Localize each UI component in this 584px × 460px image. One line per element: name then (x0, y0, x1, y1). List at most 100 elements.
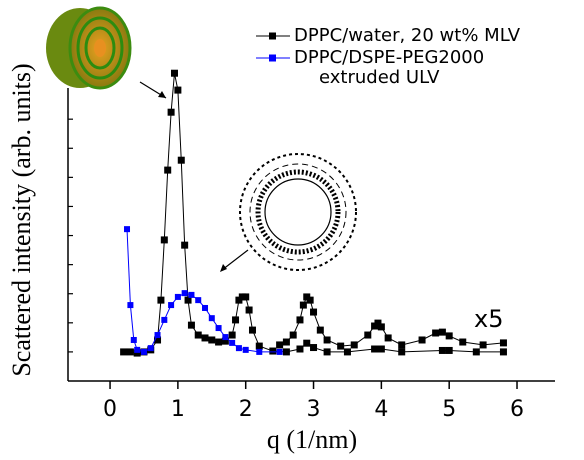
ulv-icon (239, 153, 357, 271)
annotation: x5 (474, 305, 503, 333)
x-tick-label: 2 (239, 397, 253, 422)
marker (133, 349, 141, 357)
marker (134, 346, 141, 353)
marker (201, 334, 209, 342)
x-tick-label: 5 (442, 397, 456, 422)
marker (195, 297, 202, 304)
marker (364, 331, 372, 339)
marker (164, 166, 172, 174)
legend-marker (269, 32, 276, 40)
marker (296, 316, 304, 324)
arrowhead (220, 264, 227, 272)
marker (140, 348, 147, 355)
marker (377, 323, 385, 331)
marker (174, 86, 182, 94)
marker (147, 345, 154, 352)
marker (269, 347, 277, 355)
marker (499, 348, 507, 356)
marker (276, 348, 283, 355)
marker (459, 338, 467, 346)
x-tick-label: 3 (307, 397, 321, 422)
y-axis-label: Scattered intensity (arb. units) (7, 63, 36, 376)
marker (398, 348, 406, 356)
marker (170, 69, 178, 77)
x-tick-label: 1 (171, 397, 185, 422)
marker (127, 302, 134, 309)
marker (215, 325, 222, 332)
marker (296, 345, 304, 353)
marker (215, 338, 223, 346)
marker (323, 348, 331, 356)
marker (472, 348, 480, 356)
marker (167, 108, 175, 116)
marker (374, 319, 382, 327)
marker (289, 331, 297, 339)
marker (184, 296, 192, 304)
marker (235, 345, 242, 352)
marker (299, 301, 307, 309)
marker (418, 336, 426, 344)
marker (479, 341, 487, 349)
x-tick-label: 6 (510, 397, 524, 422)
marker (438, 346, 446, 354)
marker (154, 332, 161, 339)
marker (228, 331, 236, 339)
marker (323, 336, 331, 344)
marker (445, 346, 453, 354)
marker (160, 236, 168, 244)
marker (310, 308, 318, 316)
marker (208, 315, 215, 322)
marker (316, 326, 324, 334)
series-line (126, 229, 280, 353)
marker (306, 296, 314, 304)
marker (126, 348, 134, 356)
arrowhead (158, 91, 166, 98)
marker (248, 326, 256, 334)
marker (177, 156, 185, 164)
arrow (221, 249, 249, 271)
marker (124, 226, 131, 233)
legend-label: DPPC/water, 20 wt% MLV (294, 25, 521, 46)
marker (499, 339, 507, 347)
marker (242, 293, 250, 301)
marker (181, 241, 189, 249)
marker (202, 304, 209, 311)
marker (303, 339, 311, 347)
marker (282, 338, 290, 346)
marker (377, 345, 385, 353)
marker (168, 302, 175, 309)
legend-label: DPPC/DSPE-PEG2000 extruded ULV (294, 47, 485, 88)
marker (221, 337, 229, 345)
marker (384, 334, 392, 342)
marker (120, 348, 128, 356)
x-axis-label: q (1/nm) (267, 425, 357, 454)
marker (350, 341, 358, 349)
legend-marker (269, 54, 276, 62)
marker (161, 316, 168, 323)
marker (188, 291, 195, 298)
marker (181, 290, 188, 297)
marker (157, 296, 165, 304)
x-tick-label: 4 (374, 397, 388, 422)
marker (310, 344, 318, 352)
marker (343, 348, 351, 356)
marker (255, 342, 263, 350)
marker (445, 332, 453, 340)
marker (208, 336, 216, 344)
marker (154, 336, 162, 344)
x-tick-label: 0 (103, 397, 117, 422)
marker (245, 306, 253, 314)
marker (282, 348, 290, 356)
marker (187, 321, 195, 329)
marker (194, 331, 202, 339)
mlv-icon (46, 6, 132, 90)
marker (229, 339, 236, 346)
marker (337, 342, 345, 350)
marker (130, 336, 137, 343)
marker (371, 345, 379, 353)
marker (242, 346, 249, 353)
marker (438, 328, 446, 336)
marker (398, 341, 406, 349)
